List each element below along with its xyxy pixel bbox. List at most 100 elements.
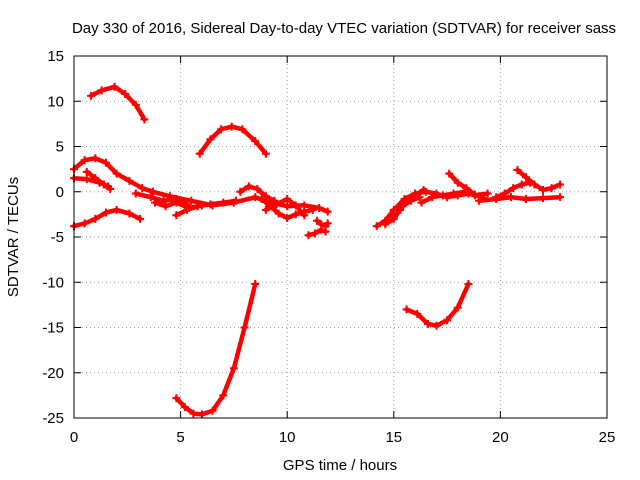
y-tick-label: -15 <box>42 320 64 337</box>
data-point <box>556 193 565 202</box>
data-point <box>507 193 516 202</box>
x-tick-label: 10 <box>279 429 296 446</box>
data-point <box>521 194 530 203</box>
data-point <box>464 280 473 289</box>
data-point <box>197 410 206 419</box>
data-point <box>138 184 147 193</box>
data-point <box>232 196 241 205</box>
data-point <box>556 180 565 189</box>
x-tick-label: 25 <box>599 429 616 446</box>
data-point <box>315 204 324 213</box>
data-point <box>381 220 390 229</box>
data-point <box>240 323 249 332</box>
data-point <box>308 205 317 214</box>
data-point <box>423 319 432 328</box>
y-tick-label: -25 <box>42 410 64 427</box>
data-point <box>195 149 204 158</box>
data-point <box>217 125 226 134</box>
data-point <box>291 210 300 219</box>
data-point <box>261 149 270 158</box>
data-point <box>172 198 181 207</box>
data-point <box>244 182 253 191</box>
series-line-arc-22 <box>476 194 563 204</box>
x-tick-label: 5 <box>176 429 184 446</box>
data-point <box>453 303 462 312</box>
data-point <box>182 205 191 214</box>
data-point <box>110 82 119 91</box>
data-point <box>80 156 89 165</box>
series-line-arc-5 <box>84 169 113 192</box>
data-point <box>219 391 228 400</box>
data-point <box>238 125 247 134</box>
data-point <box>323 219 332 228</box>
data-point <box>313 216 322 225</box>
data-point <box>492 193 501 202</box>
data-point <box>219 198 228 207</box>
series-line-arc-16 <box>174 281 258 417</box>
y-axis-label: SDTVAR / TECUs <box>5 177 22 297</box>
y-tick-label: -20 <box>42 365 64 382</box>
x-axis-label: GPS time / hours <box>283 457 397 474</box>
data-point <box>372 222 381 231</box>
data-point <box>517 180 526 189</box>
grid <box>74 56 607 418</box>
data-point <box>462 184 471 193</box>
data-point <box>283 194 292 203</box>
data-point <box>310 229 319 238</box>
chart-title: Day 330 of 2016, Sidereal Day-to-day VTE… <box>72 20 616 37</box>
data-point <box>91 174 100 183</box>
data-point <box>208 406 217 415</box>
data-point <box>236 187 245 196</box>
data-point <box>389 213 398 222</box>
x-tick-label: 20 <box>492 429 509 446</box>
data-point <box>413 309 422 318</box>
series-line-arc-25 <box>404 281 471 328</box>
data-point <box>539 185 548 194</box>
series-line-arc-24 <box>515 167 563 193</box>
x-tick-label: 15 <box>385 429 402 446</box>
data-point <box>97 86 106 95</box>
data-point <box>146 193 155 202</box>
data-point <box>180 403 189 412</box>
data-point <box>453 178 462 187</box>
data-point <box>402 305 411 314</box>
data-point <box>283 213 292 222</box>
data-point <box>300 211 309 220</box>
y-tick-label: 5 <box>56 139 64 156</box>
data-point <box>261 205 270 214</box>
y-tick-label: 10 <box>47 93 64 110</box>
data-point <box>251 193 260 202</box>
data-point <box>291 201 300 210</box>
data-point <box>112 205 121 214</box>
data-point <box>443 316 452 325</box>
data-point <box>82 175 91 184</box>
data-point <box>253 185 262 194</box>
data-point <box>112 169 121 178</box>
data-point <box>261 192 270 201</box>
series-layer <box>70 82 565 419</box>
data-point <box>445 169 454 178</box>
data-point <box>251 280 260 289</box>
data-point <box>417 198 426 207</box>
data-point <box>304 231 313 240</box>
y-tick-label: 0 <box>56 184 64 201</box>
data-point <box>411 191 420 200</box>
data-point <box>148 187 157 196</box>
data-point <box>187 196 196 205</box>
x-tick-label: 0 <box>70 429 78 446</box>
y-tick-label: 15 <box>47 48 64 65</box>
data-point <box>125 176 134 185</box>
data-point <box>121 90 130 99</box>
data-point <box>530 180 539 189</box>
data-point <box>323 207 332 216</box>
data-point <box>274 209 283 218</box>
data-point <box>82 167 91 176</box>
data-point <box>101 158 110 167</box>
data-point <box>419 185 428 194</box>
data-point <box>428 193 437 202</box>
data-point <box>251 137 260 146</box>
data-point <box>172 211 181 220</box>
data-point <box>161 202 170 211</box>
ticks <box>73 55 608 419</box>
